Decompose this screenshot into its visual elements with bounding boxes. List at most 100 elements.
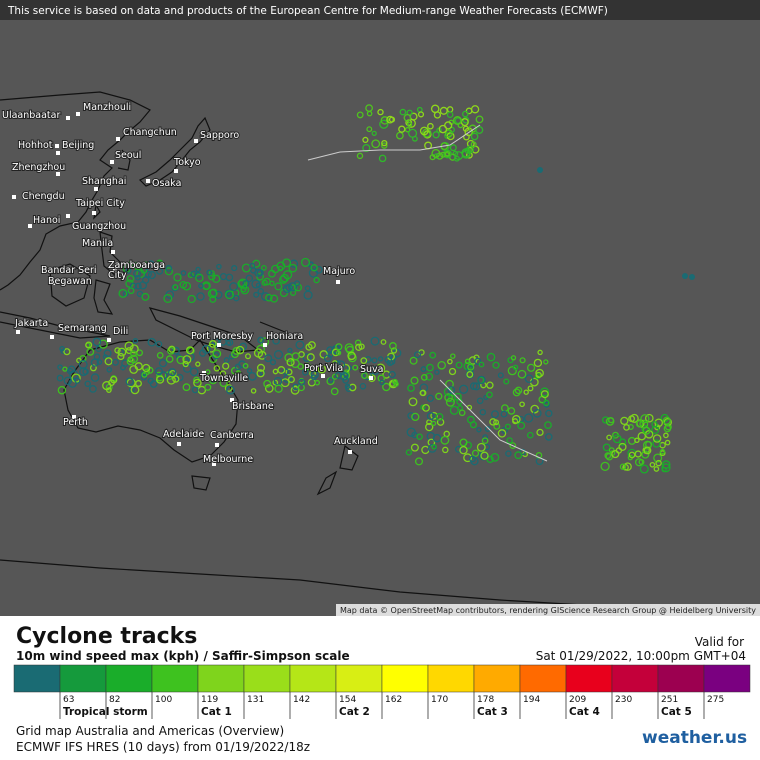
track-point	[74, 377, 81, 384]
valid-label: Valid for	[694, 635, 744, 649]
city-label: Changchun	[123, 127, 177, 138]
track-point	[422, 404, 430, 412]
scale-label: 251	[661, 695, 678, 705]
track-point	[466, 371, 474, 378]
track-point	[510, 355, 517, 361]
track-point	[331, 348, 340, 357]
track-line	[439, 379, 548, 462]
city-dot	[230, 398, 234, 402]
track-point	[476, 397, 484, 405]
track-point	[359, 383, 367, 390]
track-point	[182, 360, 189, 368]
city-label: Majuro	[323, 266, 355, 277]
city-dot	[92, 211, 96, 215]
track-point	[89, 385, 97, 393]
track-point	[543, 359, 549, 365]
track-point	[235, 370, 242, 376]
track-point	[361, 372, 368, 379]
track-point	[246, 368, 253, 374]
track-point	[447, 358, 453, 365]
track-point	[270, 294, 279, 303]
track-point	[381, 139, 388, 147]
track-point	[124, 341, 134, 351]
track-point	[195, 273, 204, 283]
track-point	[335, 350, 342, 356]
track-point	[459, 445, 468, 455]
scale-label: 131	[247, 695, 264, 705]
track-point	[537, 349, 543, 356]
track-point	[313, 276, 320, 284]
track-point	[379, 379, 385, 386]
track-point	[206, 343, 216, 353]
track-point	[264, 354, 273, 363]
track-point	[196, 292, 205, 301]
legend-title: Cyclone tracks	[16, 624, 198, 649]
track-point	[212, 349, 222, 359]
track-point	[141, 371, 148, 378]
track-point	[173, 273, 182, 282]
track-point	[366, 110, 373, 117]
track-point	[273, 350, 284, 360]
track-point	[314, 379, 320, 386]
track-point	[277, 366, 286, 374]
city-dot	[66, 214, 70, 218]
scale-segment	[289, 664, 337, 693]
track-point	[382, 382, 391, 392]
track-point	[440, 151, 447, 158]
track-point	[344, 343, 354, 353]
track-point	[384, 356, 393, 364]
track-point	[653, 453, 663, 463]
attribution: Map data © OpenStreetMap contributors, r…	[340, 606, 756, 615]
city-dot	[72, 415, 76, 419]
city-label: Port Moresby	[191, 331, 253, 342]
track-point	[144, 270, 152, 278]
track-point	[497, 429, 507, 438]
track-point	[408, 128, 418, 138]
city-label: Canberra	[210, 430, 254, 441]
track-point	[611, 450, 620, 459]
track-point	[444, 393, 453, 402]
city-label: Sapporo	[200, 130, 239, 141]
city-label: Osaka	[152, 178, 181, 189]
track-point	[417, 111, 425, 118]
track-point	[78, 359, 88, 370]
track-point	[356, 152, 364, 160]
track-point	[427, 438, 436, 447]
track-point	[233, 294, 240, 302]
city-dot	[146, 179, 150, 183]
track-point	[134, 282, 142, 290]
track-point	[467, 363, 475, 371]
scale-segment	[519, 664, 567, 693]
track-point	[356, 111, 364, 119]
track-point	[618, 438, 627, 446]
track-point	[164, 267, 173, 276]
track-point	[430, 412, 438, 420]
track-point	[458, 384, 469, 394]
track-point	[310, 374, 317, 381]
scale-segment	[703, 664, 751, 693]
track-point	[537, 167, 543, 173]
map: Manzhouli Ulaanbaatar Changchun Sapporo Hohh…	[0, 0, 760, 616]
scale-segment	[427, 664, 475, 693]
track-point	[651, 421, 658, 428]
track-point	[155, 340, 163, 348]
track-point	[223, 357, 230, 364]
track-point	[644, 413, 654, 423]
track-point	[500, 410, 508, 418]
track-point	[462, 125, 470, 132]
track-point	[282, 368, 289, 375]
track-point	[140, 371, 147, 377]
track-point	[545, 433, 553, 441]
track-point	[422, 128, 432, 138]
track-point	[407, 384, 415, 392]
track-point	[661, 463, 671, 473]
track-point	[524, 374, 534, 384]
city-label: Brisbane	[232, 401, 274, 412]
track-point	[308, 268, 319, 278]
track-point	[158, 359, 168, 368]
track-point	[112, 358, 119, 366]
track-point	[156, 375, 165, 384]
track-point	[427, 122, 434, 130]
track-point	[256, 369, 265, 378]
city-dot	[56, 172, 60, 176]
